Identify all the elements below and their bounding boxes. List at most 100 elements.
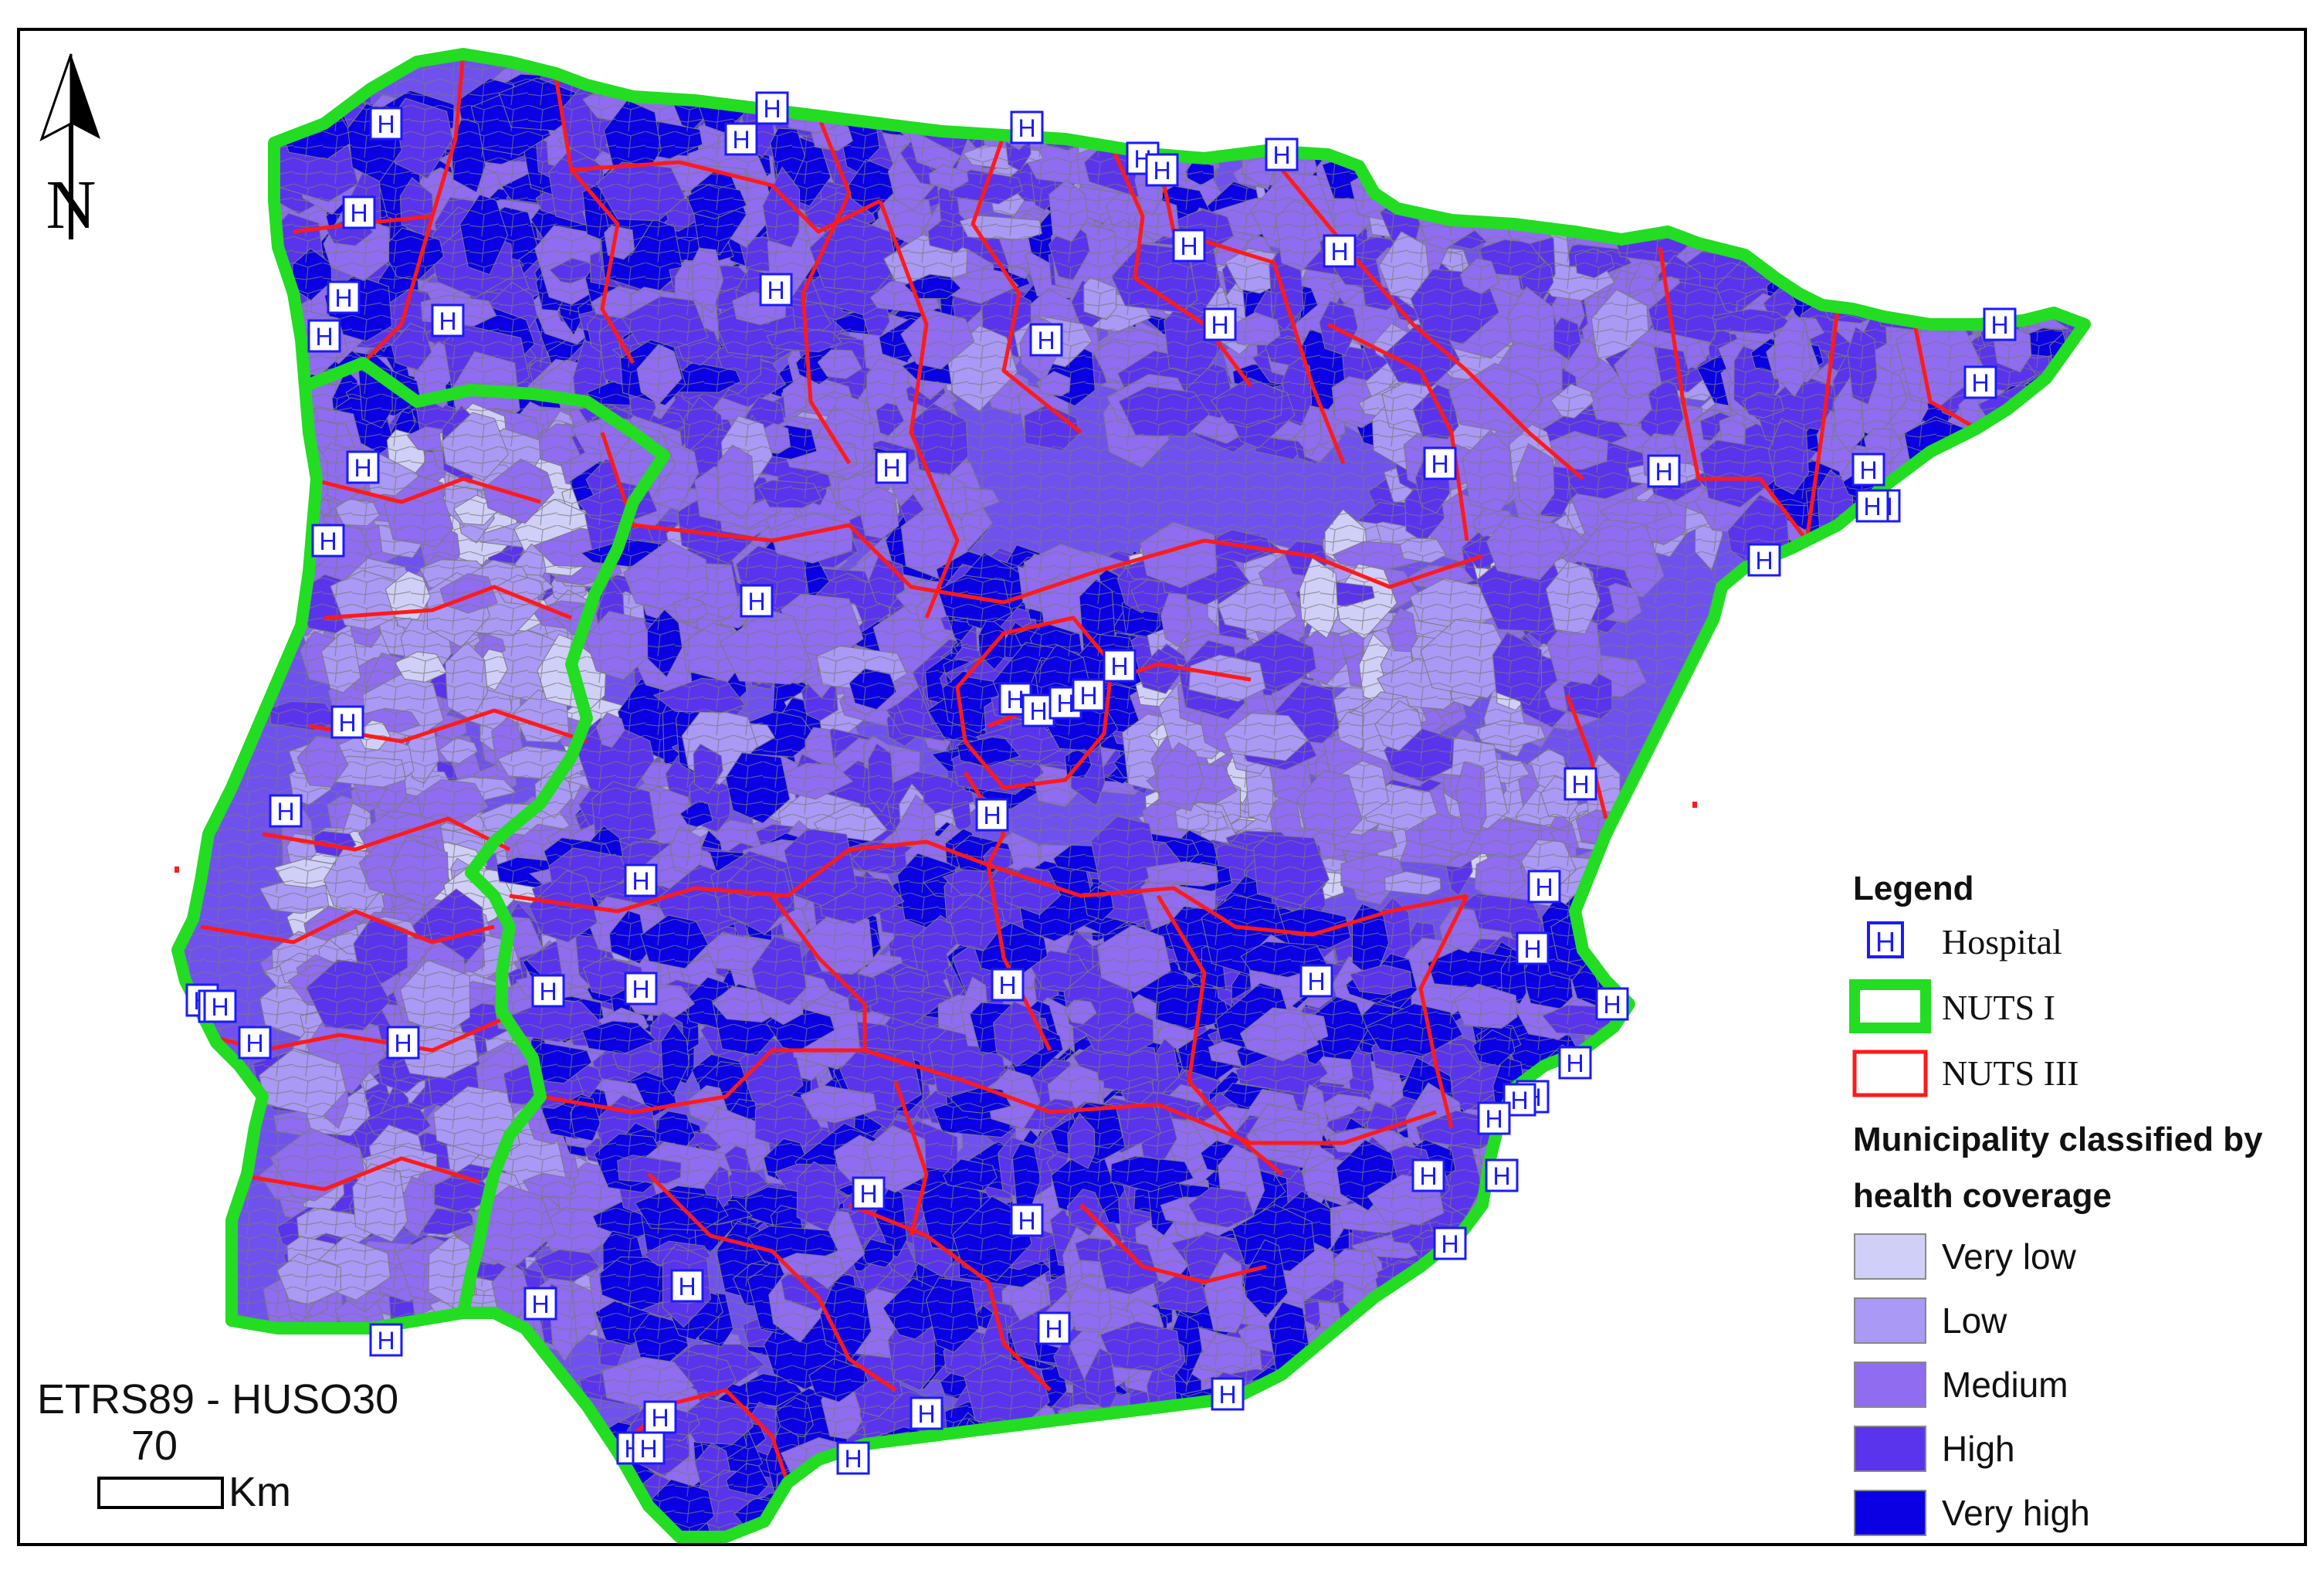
municipality-patch	[2048, 233, 2085, 320]
municipality-patch	[1645, 110, 1682, 185]
nuts3-boundary-line	[1418, 894, 1469, 1128]
municipality-patch	[1544, 1186, 1590, 1261]
municipality-patch	[1630, 83, 1721, 156]
municipality-patch	[1880, 274, 1920, 305]
svg-text:H: H	[1655, 458, 1672, 486]
municipality-patch	[1536, 164, 1624, 195]
svg-text:H: H	[350, 199, 368, 227]
municipality-patch	[1445, 100, 1489, 150]
municipality-patch	[1416, 1393, 1443, 1443]
municipality-patch	[2031, 496, 2085, 572]
municipality-patch	[1255, 1385, 1336, 1455]
hospital-icon: H	[369, 107, 403, 141]
svg-text:H: H	[354, 454, 371, 482]
hospital-icon: H	[1527, 870, 1561, 904]
municipality-patch	[1986, 450, 2057, 479]
hospital-icon: H	[1029, 323, 1063, 357]
svg-text:H: H	[1330, 238, 1348, 266]
municipality-patch	[1156, 64, 1186, 140]
nuts3-boundary-line	[1565, 694, 1608, 819]
nuts1-peninsula-outline	[171, 48, 2091, 1543]
nuts3-boundary-line	[1079, 1203, 1267, 1284]
hospital-icon: H	[1010, 110, 1044, 144]
municipality-patch	[1502, 164, 1591, 224]
nuts3-boundary-line	[893, 1080, 929, 1236]
legend-title: Legend	[1853, 870, 1973, 907]
municipality-patch	[1224, 77, 1314, 116]
hospital-icon: H	[327, 280, 361, 314]
nuts3-boundary-line	[1326, 322, 1469, 541]
svg-text:H: H	[1153, 157, 1170, 185]
nuts3-boundary-line	[971, 134, 1082, 434]
municipality-patch	[1321, 98, 1369, 146]
municipality-patch	[1437, 1260, 1495, 1304]
municipality-patch	[1517, 1175, 1596, 1250]
nuts3-boundary-line	[178, 1017, 503, 1053]
svg-text:H: H	[1859, 456, 1877, 484]
municipality-patch	[1925, 256, 1964, 290]
svg-text:H: H	[1272, 141, 1290, 169]
hospital-icon: H	[1963, 365, 1997, 399]
municipality-patch	[1915, 501, 1943, 541]
municipality-patch	[1524, 141, 1589, 179]
hospital-icon: H	[643, 1400, 677, 1434]
svg-text:H: H	[1571, 771, 1589, 799]
hospital-icon: H	[1049, 686, 1082, 720]
municipality-patch	[1659, 187, 1748, 224]
hospital-icon: H	[1983, 307, 2017, 341]
municipality-patch	[1475, 108, 1547, 171]
svg-text:H: H	[1056, 690, 1074, 717]
svg-text:H: H	[1218, 1381, 1236, 1409]
hospital-icon: H	[1411, 1158, 1445, 1192]
nuts3-boundary-line	[200, 909, 495, 945]
hospital-icon: H	[1203, 307, 1237, 341]
hospital-icon: H	[1647, 454, 1681, 488]
municipality-patch	[1364, 1379, 1448, 1441]
municipality-patch	[1645, 124, 1696, 204]
hospital-icon: H	[386, 1026, 420, 1060]
municipality-patch	[1994, 426, 2081, 454]
hospital-icon: H	[632, 1431, 666, 1465]
municipality-patch	[1527, 1151, 1590, 1187]
municipality-patch	[1531, 146, 1590, 175]
svg-text:H: H	[1079, 682, 1097, 710]
municipality-patch	[1902, 498, 1977, 524]
municipality-patch	[1974, 428, 2007, 505]
hospital-icon: H	[369, 1323, 403, 1357]
svg-text:H: H	[1990, 311, 2008, 339]
municipality-patch	[1093, 66, 1151, 129]
municipality-patch	[1636, 154, 1720, 199]
municipality-patch	[1420, 95, 1468, 142]
hospital-icon: H	[1072, 678, 1106, 712]
municipality-patch	[1472, 1207, 1563, 1260]
municipality-patch	[1065, 77, 1149, 145]
municipality-patch	[1030, 1487, 1087, 1537]
svg-text:H: H	[1863, 493, 1881, 521]
legend-classes: Very low Low Medium High Very high	[1854, 1233, 2090, 1536]
legend-class-swatch	[1854, 1297, 1926, 1344]
nuts3-boundary-line	[231, 1156, 479, 1192]
municipality-patch	[2034, 427, 2085, 494]
municipality-patch	[2017, 249, 2082, 308]
municipality-patch	[1620, 162, 1675, 198]
hospital-icon: H	[1145, 153, 1179, 187]
hospital-markers: H H H H H H H H H H H H H H H H H H H H H H H H H H H H H H H H H H H H H H H H…	[185, 91, 2017, 1475]
hospital-icon: H	[307, 319, 341, 353]
svg-text:H: H	[1492, 1162, 1510, 1190]
municipality-patch	[1439, 1380, 1489, 1415]
municipality-patch	[1567, 170, 1602, 221]
municipality-patch	[1184, 117, 1245, 148]
hospital-icon: H	[342, 195, 376, 229]
municipality-patch	[879, 1452, 908, 1521]
municipality-patch	[1421, 1403, 1472, 1440]
crs-label: ETRS89 - HUSO30	[37, 1376, 398, 1423]
municipality-patch	[1990, 476, 2056, 551]
municipality-patch	[1988, 450, 2032, 498]
legend-class-swatch	[1854, 1490, 1926, 1536]
hospital-icon: H	[1299, 964, 1333, 998]
municipality-patch	[1851, 255, 1923, 302]
municipality-patch	[1976, 491, 2050, 565]
municipality-patch	[1973, 483, 2037, 539]
svg-text:H: H	[1485, 1105, 1502, 1133]
